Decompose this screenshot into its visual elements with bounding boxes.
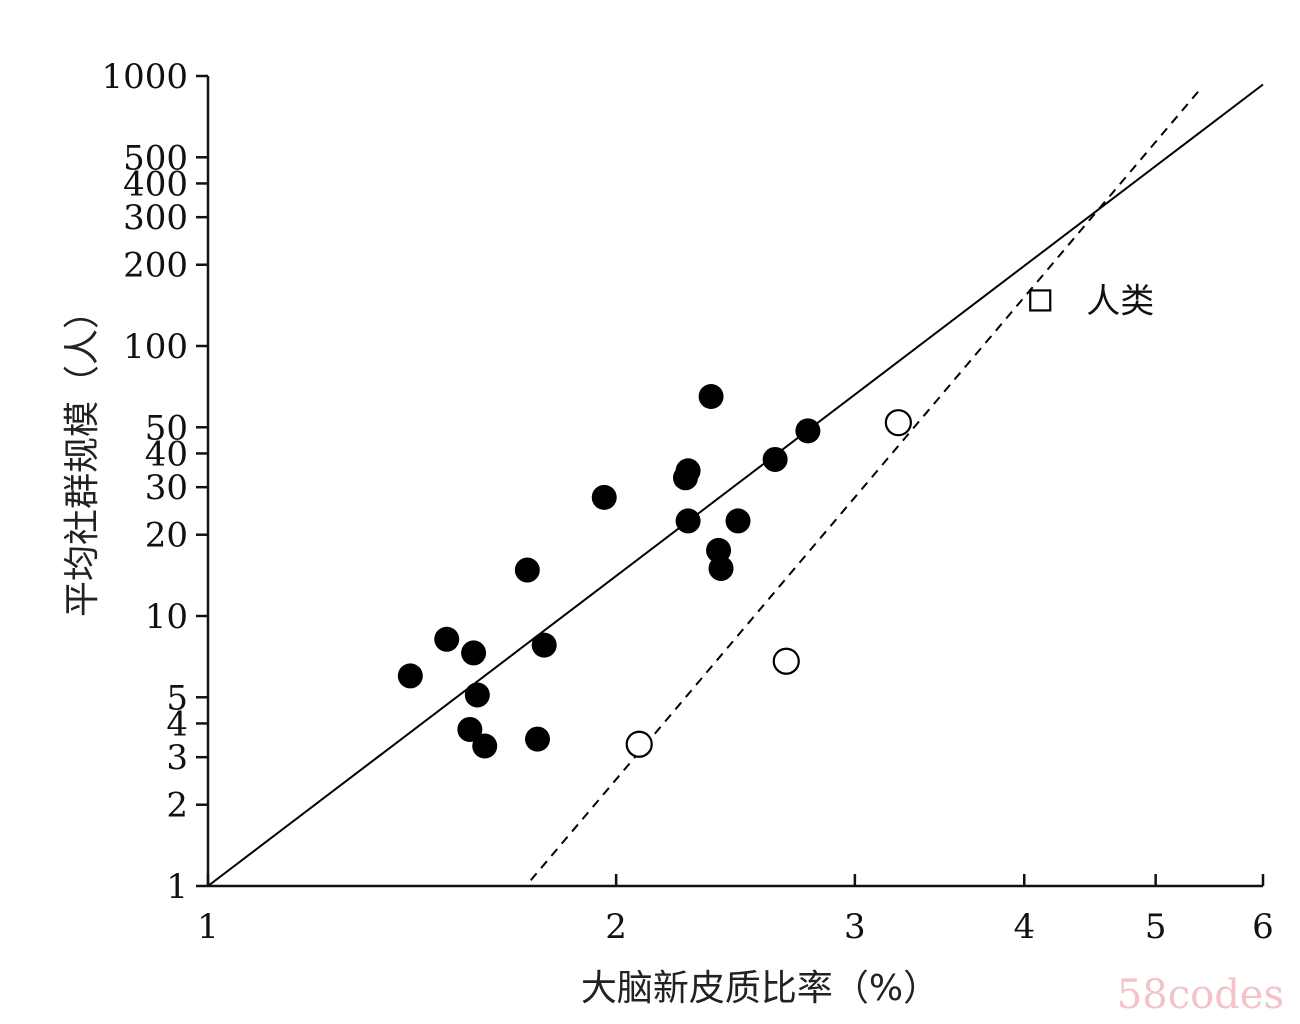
filled-data-point <box>708 555 734 581</box>
x-tick-label: 4 <box>1013 907 1035 947</box>
filled-data-point <box>725 508 751 534</box>
solid-regression-line <box>207 83 1264 887</box>
filled-data-point <box>795 418 821 444</box>
y-tick-label: 300 <box>123 198 188 238</box>
y-tick-label: 30 <box>145 468 188 508</box>
x-tick-label: 1 <box>197 907 219 947</box>
y-tick-label: 40 <box>145 434 188 474</box>
y-axis-label: 平均社群规模（人） <box>62 293 103 617</box>
x-tick-label: 3 <box>844 907 866 947</box>
fit-lines <box>207 83 1264 887</box>
y-tick-label: 100 <box>123 327 188 367</box>
filled-data-point <box>675 508 701 534</box>
y-tick-label: 20 <box>145 516 188 556</box>
open-data-point <box>772 647 800 675</box>
human-annotation-label: 人类 <box>1086 281 1154 321</box>
filled-data-point <box>514 557 540 583</box>
y-tick-label: 2 <box>166 786 188 826</box>
y-tick-label: 5 <box>166 678 188 718</box>
open-data-point <box>625 730 653 758</box>
filled-data-point <box>464 682 490 708</box>
filled-data-point <box>457 716 483 742</box>
filled-data-point <box>591 484 617 510</box>
axes <box>206 76 1263 888</box>
data-markers <box>397 289 1052 759</box>
filled-data-point <box>461 640 487 666</box>
y-tick-label: 4 <box>166 704 188 744</box>
y-tick-label: 200 <box>123 246 188 286</box>
filled-data-point <box>525 726 551 752</box>
open-data-point <box>884 409 912 437</box>
y-tick-label: 500 <box>123 138 188 178</box>
filled-data-point <box>762 446 788 472</box>
x-axis-ticks: 1 2 3 4 5 6 <box>197 874 1274 947</box>
dashed-regression-line <box>529 87 1202 881</box>
filled-data-point <box>472 733 498 759</box>
x-tick-label: 2 <box>605 907 627 947</box>
annotations: 人类 <box>1086 281 1154 321</box>
human-data-point <box>1029 289 1052 312</box>
filled-data-point <box>531 632 557 658</box>
filled-data-point <box>698 384 724 410</box>
x-axis-label: 大脑新皮质比率（%） <box>581 968 939 1009</box>
y-tick-label: 400 <box>123 164 188 204</box>
filled-data-point <box>397 663 423 689</box>
watermark: 58codes <box>1117 972 1284 1018</box>
x-tick-label: 6 <box>1252 907 1274 947</box>
y-tick-label: 3 <box>166 738 188 778</box>
y-tick-label: 50 <box>145 408 188 448</box>
y-tick-label: 1000 <box>101 57 188 97</box>
filled-data-point <box>675 458 701 484</box>
y-tick-label: 10 <box>145 597 188 637</box>
x-tick-label: 5 <box>1145 907 1167 947</box>
y-tick-label: 1 <box>166 867 188 907</box>
filled-data-point <box>434 626 460 652</box>
